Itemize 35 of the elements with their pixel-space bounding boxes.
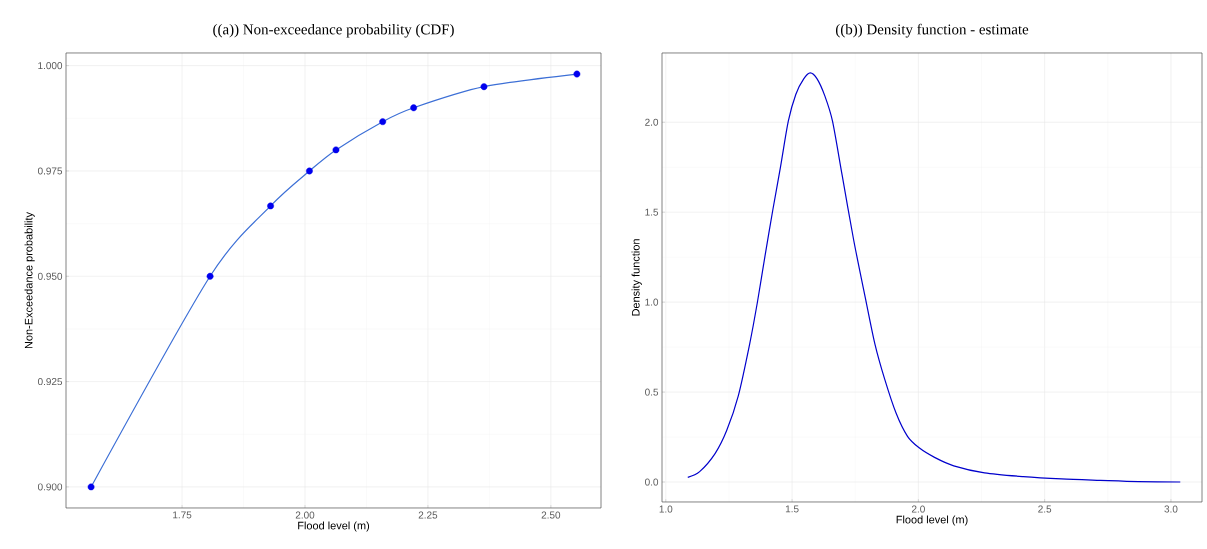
point (87, 483, 95, 491)
y-tick-label: 0.950 (37, 272, 63, 280)
y-tick-label: 1.0 (645, 298, 659, 306)
y-tick-label: 1.5 (645, 208, 659, 216)
point (332, 146, 340, 154)
x-tick-label: 2.0 (911, 505, 925, 513)
x-tick-label: 2.5 (1038, 505, 1052, 513)
y-tick-label: 0.0 (645, 478, 659, 486)
point (267, 202, 274, 210)
x-tick-label: 2.25 (418, 511, 438, 519)
point (379, 118, 387, 126)
y-tick-label: 0.900 (37, 483, 63, 491)
x-tick-label: 1.75 (173, 511, 192, 519)
y-tick-label: 2.0 (645, 118, 659, 126)
y-axis-title: Density function (631, 239, 642, 316)
point (206, 272, 214, 280)
point (480, 83, 488, 91)
y-tick-label: 0.975 (37, 167, 63, 175)
y-tick-label: 1.000 (38, 62, 63, 70)
y-axis-title: Non-Exceedance probability (24, 212, 35, 349)
chart-title: ((b)) Density function - estimate (835, 23, 1029, 38)
chart-title: ((a)) Non-exceedance probability (CDF) (213, 23, 454, 38)
y-tick-label: 0.925 (37, 378, 63, 386)
y-tick-label: 0.5 (645, 388, 659, 396)
x-axis-title: Flood level (m) (298, 521, 370, 532)
x-tick-label: 2.50 (541, 511, 561, 519)
x-tick-label: 1.5 (785, 505, 799, 513)
x-tick-label: 1.0 (659, 505, 673, 513)
line-series (687, 72, 1181, 483)
point (306, 167, 313, 175)
point (410, 104, 418, 112)
x-tick-label: 2.00 (295, 511, 315, 519)
x-axis-title: Flood level (m) (896, 515, 968, 526)
x-tick-label: 3.0 (1164, 505, 1178, 513)
point (573, 70, 581, 78)
